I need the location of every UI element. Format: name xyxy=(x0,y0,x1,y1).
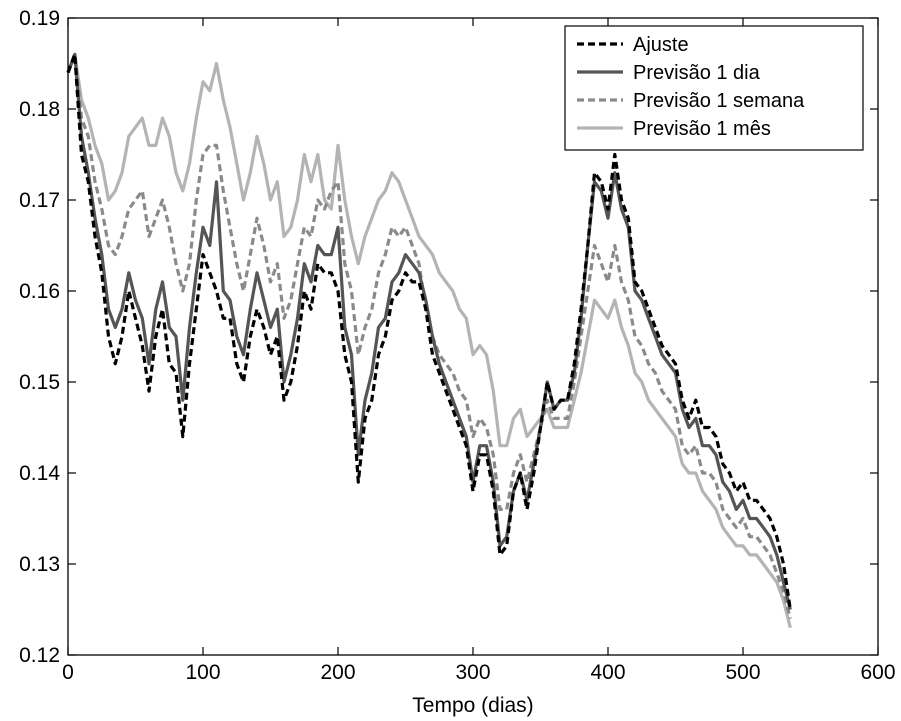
x-tick-label: 100 xyxy=(185,661,220,684)
x-tick-label: 600 xyxy=(860,661,895,684)
series-line-2 xyxy=(66,52,792,619)
y-tick-label: 0.17 xyxy=(19,189,60,212)
plot-series-group xyxy=(66,52,792,629)
legend-label-3: Previsão 1 mês xyxy=(633,118,771,140)
x-tick-label: 200 xyxy=(320,661,355,684)
x-axis-title: Tempo (dias) xyxy=(412,694,533,717)
x-tick-label: 400 xyxy=(590,661,625,684)
x-tick-label: 300 xyxy=(455,661,490,684)
series-line-1 xyxy=(66,52,792,610)
series-line-3 xyxy=(66,52,792,629)
legend-label-2: Previsão 1 semana xyxy=(633,90,805,112)
y-tick-label: 0.15 xyxy=(19,371,60,394)
y-tick-label: 0.19 xyxy=(19,7,60,30)
x-tick-label: 0 xyxy=(62,661,74,684)
legend: Ajuste Previsão 1 dia Previsão 1 semana Pre… xyxy=(564,25,864,151)
x-tick-label: 500 xyxy=(725,661,760,684)
legend-label-0: Ajuste xyxy=(633,34,689,56)
y-tick-label: 0.18 xyxy=(19,98,60,121)
y-tick-label: 0.12 xyxy=(19,644,60,667)
y-tick-label: 0.14 xyxy=(19,462,60,485)
axis-ticks-group: 0 100 200 300 400 500 600 0.12 0.13 0.14 0.15 0.16 0… xyxy=(19,7,895,684)
legend-label-1: Previsão 1 dia xyxy=(633,62,761,84)
y-tick-label: 0.13 xyxy=(19,553,60,576)
y-tick-label: 0.16 xyxy=(19,280,60,303)
series-line-0 xyxy=(66,52,792,610)
